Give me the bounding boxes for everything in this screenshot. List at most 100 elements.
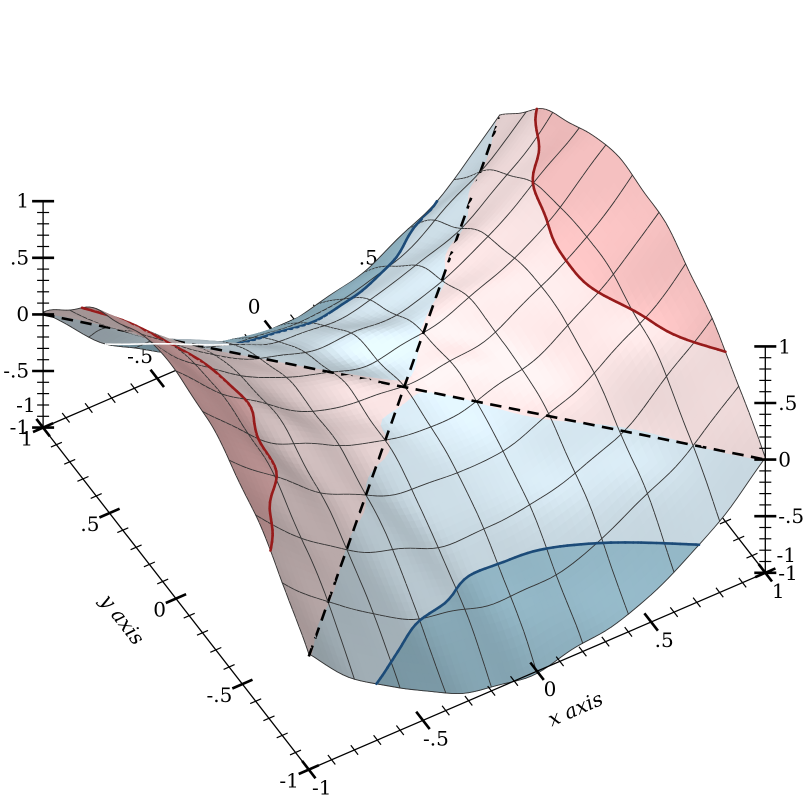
mesh-line-segment <box>345 281 352 286</box>
mesh-line-segment <box>454 227 459 229</box>
mesh-line-segment <box>350 277 358 283</box>
mesh-line-segment <box>482 130 489 140</box>
axis-tick <box>732 535 745 542</box>
mesh-line-segment <box>331 301 339 307</box>
mesh-line-segment <box>367 262 375 269</box>
mesh-line-segment <box>390 239 398 246</box>
x-axis-back-line <box>134 377 158 389</box>
mesh-line-segment <box>407 223 415 230</box>
mesh-line-segment <box>339 284 346 290</box>
mesh-line-segment <box>373 256 381 264</box>
mesh-line-segment <box>413 618 420 620</box>
mesh-line-segment <box>337 370 344 372</box>
mesh-line-segment <box>439 691 447 694</box>
y-axis-back-line <box>724 521 740 539</box>
mesh-line-segment <box>411 240 419 248</box>
mesh-line-segment <box>139 348 147 351</box>
mesh-line-segment <box>437 220 442 223</box>
mesh-line-segment <box>371 274 379 280</box>
mesh-line-segment <box>308 314 316 319</box>
contour-line-negative <box>382 267 387 272</box>
contour-line-negative <box>419 217 423 222</box>
mesh-line-segment <box>428 690 435 693</box>
contour-line-negative <box>538 547 545 552</box>
mesh-line-segment <box>396 233 404 240</box>
mesh-line-segment <box>459 163 466 173</box>
mesh-line-segment <box>442 186 449 196</box>
contour-line-negative <box>401 242 406 248</box>
mesh-line-segment <box>440 206 447 214</box>
mesh-line-segment <box>116 345 124 348</box>
x-axis-back-line <box>65 407 90 419</box>
mesh-line-segment <box>282 353 289 356</box>
mesh-line-segment <box>348 290 356 296</box>
zero-contour-dash <box>497 117 501 120</box>
mesh-line-segment <box>362 267 369 274</box>
mesh-line-segment <box>419 212 426 220</box>
mesh-line-segment <box>360 282 367 288</box>
mesh-line-segment <box>303 317 310 321</box>
mesh-line-segment <box>400 251 407 258</box>
mesh-line-segment <box>428 219 436 228</box>
contour-line-negative <box>572 542 583 547</box>
mesh-line-segment <box>316 299 324 305</box>
mesh-line-segment <box>394 256 402 263</box>
y-axis-back-line <box>738 538 753 557</box>
mesh-line-segment <box>516 176 521 179</box>
axis-tick <box>149 368 166 388</box>
mesh-line-segment <box>470 146 478 156</box>
contour-line-negative <box>360 288 364 293</box>
mesh-line-segment <box>464 608 471 610</box>
contour-line-negative <box>457 582 462 587</box>
mesh-line-segment <box>434 219 439 222</box>
mesh-line-segment <box>342 370 350 372</box>
mesh-line-segment <box>327 292 335 297</box>
mesh-line-segment <box>434 212 442 221</box>
mesh-line-segment <box>405 246 413 253</box>
tick-label: 0 <box>248 295 261 319</box>
mesh-line-segment <box>423 226 430 235</box>
mesh-line-segment <box>416 689 424 692</box>
mesh-line-segment <box>145 349 152 352</box>
surface-layer: 11.5.50-.50-1-.5-1 <box>16 107 796 695</box>
contour-line-negative <box>421 615 426 620</box>
mesh-line-segment <box>424 207 432 214</box>
mesh-line-segment <box>417 233 424 242</box>
mesh-line-segment <box>413 218 421 225</box>
mesh-line-segment <box>464 154 472 164</box>
mesh-line-segment <box>343 294 350 300</box>
mesh-line-segment <box>151 350 158 353</box>
mesh-line-segment <box>476 138 483 148</box>
contour-line-negative <box>369 278 376 285</box>
mesh-line-segment <box>422 690 430 692</box>
mesh-line-segment <box>356 272 364 279</box>
tick-label: -1 <box>16 393 35 417</box>
mesh-line-segment <box>487 122 495 132</box>
mesh-line-segment <box>447 179 455 188</box>
mesh-line-segment <box>293 352 301 355</box>
x-axis-back-line <box>88 397 112 409</box>
mesh-line-segment <box>322 295 329 301</box>
mesh-line-segment <box>433 691 441 693</box>
mesh-line-segment <box>314 311 322 316</box>
mesh-line-segment <box>385 244 392 252</box>
mesh-line-segment <box>128 346 135 349</box>
contour-line-negative <box>335 304 342 310</box>
contour-line-negative <box>411 227 415 231</box>
mesh-line-segment <box>299 311 307 317</box>
mesh-line-segment <box>337 298 345 303</box>
mesh-line-segment <box>111 344 118 347</box>
mesh-line-segment <box>310 303 318 309</box>
mesh-line-segment <box>305 307 312 313</box>
mesh-line-segment <box>365 278 373 284</box>
x-axis-back-line <box>111 387 135 399</box>
axis-tick <box>107 392 116 404</box>
contour-line-negative <box>404 235 410 242</box>
contour-line-negative <box>428 208 433 213</box>
mesh-line-segment <box>411 689 418 691</box>
mesh-line-segment <box>470 607 477 610</box>
mesh-line-segment <box>402 228 409 235</box>
mesh-line-segment <box>333 288 341 293</box>
